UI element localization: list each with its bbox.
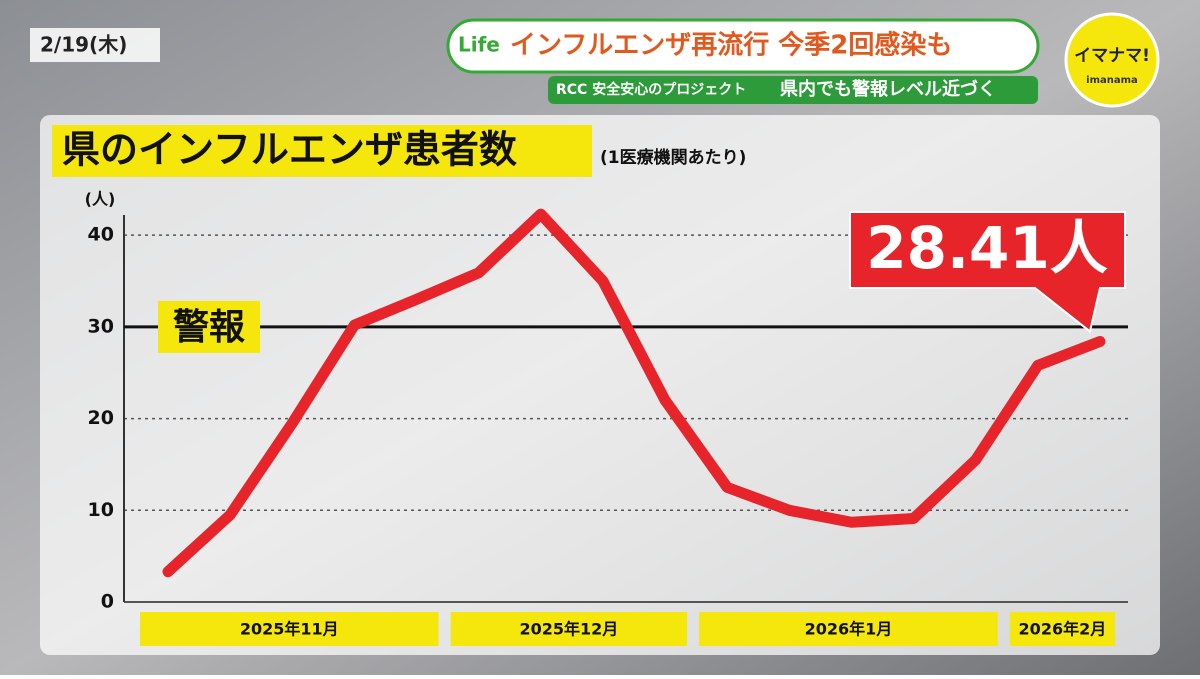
x-tick-label: 2025年12月 (519, 620, 618, 639)
chart-title: 県のインフルエンザ患者数 (62, 128, 517, 172)
y-tick-label: 40 (88, 224, 114, 246)
date: 2/19(木) (40, 33, 127, 57)
title-box (52, 125, 592, 177)
project: RCC 安全安心のプロジェクト (556, 81, 746, 98)
sub-box (548, 76, 1038, 104)
y-tick-label: 0 (101, 591, 114, 613)
data-line (162, 208, 1106, 578)
alert-label: 警報 (173, 307, 245, 348)
y-tick-label: 10 (88, 499, 114, 521)
x-tick-label: 2025年11月 (240, 620, 339, 639)
chart-panel (40, 115, 1160, 655)
headline-box (446, 18, 1040, 74)
y-tick-label: 30 (88, 315, 114, 337)
chart-subtitle: (1医療機関あたり) (600, 147, 746, 168)
x-tick-label: 2026年2月 (1019, 620, 1107, 639)
alert-label-box (158, 300, 260, 353)
date-box (30, 28, 160, 62)
x-band (699, 612, 998, 646)
y-tick-label: 20 (88, 407, 114, 429)
headline: インフルエンザ再流行 今季2回感染も (510, 30, 952, 61)
brand: Life (458, 33, 500, 57)
logo-text: イマナマ! (1074, 46, 1150, 66)
logo-sub: imanama (1086, 75, 1138, 86)
y-unit: (人) (85, 190, 116, 209)
subheadline: 県内でも警報レベル近づく (780, 78, 996, 100)
value-label: 28.41人 (866, 214, 1107, 282)
x-band (450, 612, 688, 646)
logo (1064, 12, 1160, 108)
x-band (140, 612, 439, 646)
x-band (1009, 612, 1115, 646)
callout-box (849, 211, 1126, 334)
x-tick-label: 2026年1月 (805, 620, 893, 639)
